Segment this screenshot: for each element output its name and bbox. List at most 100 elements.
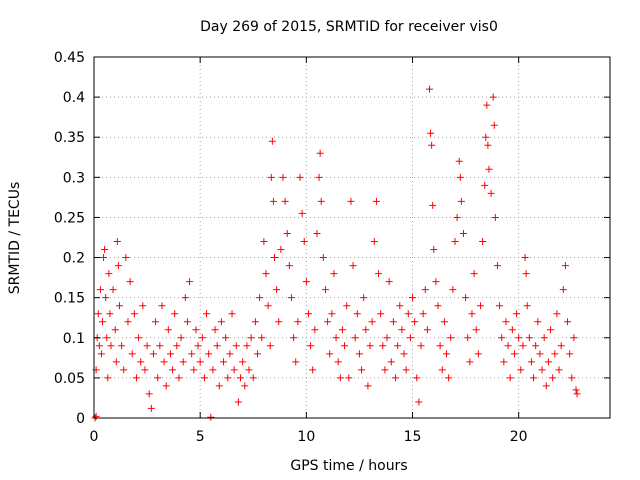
y-tick-label: 0.45	[54, 50, 85, 66]
data-point	[128, 350, 136, 358]
data-point	[224, 374, 232, 382]
data-point	[402, 366, 410, 374]
data-points	[91, 85, 581, 422]
data-point	[137, 358, 145, 366]
data-point	[366, 342, 374, 350]
data-point	[268, 137, 276, 145]
data-point	[489, 93, 497, 101]
data-point	[247, 334, 255, 342]
data-point	[275, 318, 283, 326]
data-point	[290, 334, 298, 342]
x-tick-label: 15	[404, 429, 422, 445]
data-point	[141, 366, 149, 374]
data-point	[186, 278, 194, 286]
data-point	[332, 334, 340, 342]
data-point	[442, 350, 450, 358]
axis-ticks: 0 0.05 0.1 0.15 0.2 0.25 0.3 0.35 0.4 0.45 0 5 10 15 2…	[54, 50, 610, 445]
data-point	[256, 294, 264, 302]
data-point	[96, 286, 104, 294]
data-point	[109, 286, 117, 294]
data-point	[379, 342, 387, 350]
data-point	[462, 294, 470, 302]
data-point	[389, 318, 397, 326]
data-point	[553, 310, 561, 318]
data-point	[239, 358, 247, 366]
data-point	[451, 238, 459, 246]
data-point	[260, 238, 268, 246]
data-point	[156, 342, 164, 350]
data-point	[205, 350, 213, 358]
data-point	[521, 254, 529, 262]
plot-area-frame	[93, 56, 611, 419]
data-point	[100, 254, 108, 262]
data-point	[209, 366, 217, 374]
data-point	[436, 342, 444, 350]
data-point	[432, 278, 440, 286]
data-point	[277, 246, 285, 254]
data-point	[122, 254, 130, 262]
data-point	[532, 342, 540, 350]
data-point	[198, 334, 206, 342]
data-point	[315, 173, 323, 181]
data-point	[270, 254, 278, 262]
data-point	[538, 366, 546, 374]
data-point	[95, 342, 103, 350]
data-point	[549, 374, 557, 382]
data-point	[179, 358, 187, 366]
data-point	[183, 318, 191, 326]
data-point	[264, 302, 272, 310]
data-point	[192, 326, 200, 334]
data-point	[457, 197, 465, 205]
y-tick-label: 0.25	[54, 210, 85, 226]
data-point	[232, 342, 240, 350]
data-point	[114, 262, 122, 270]
data-point	[394, 342, 402, 350]
data-point	[222, 334, 230, 342]
data-point	[429, 201, 437, 209]
data-point	[203, 310, 211, 318]
data-point	[447, 334, 455, 342]
data-point	[355, 350, 363, 358]
data-point	[561, 262, 569, 270]
data-point	[360, 294, 368, 302]
data-point	[226, 350, 234, 358]
data-point	[217, 318, 225, 326]
data-point	[385, 278, 393, 286]
data-point	[330, 270, 338, 278]
data-point	[381, 366, 389, 374]
y-tick-label: 0	[76, 411, 85, 427]
data-point	[484, 141, 492, 149]
data-point	[482, 133, 490, 141]
data-point	[347, 197, 355, 205]
data-point	[145, 390, 153, 398]
data-point	[304, 310, 312, 318]
data-point	[508, 326, 516, 334]
data-point	[542, 382, 550, 390]
data-point	[196, 358, 204, 366]
data-point	[430, 246, 438, 254]
data-point	[298, 209, 306, 217]
data-point	[300, 238, 308, 246]
data-point	[525, 334, 533, 342]
data-point	[326, 350, 334, 358]
data-point	[544, 358, 552, 366]
data-point	[459, 229, 467, 237]
data-point	[194, 342, 202, 350]
data-point	[536, 350, 544, 358]
data-point	[557, 342, 565, 350]
data-point	[493, 262, 501, 270]
data-point	[281, 197, 289, 205]
data-point	[449, 286, 457, 294]
y-tick-label: 0.4	[63, 90, 85, 106]
data-point	[171, 310, 179, 318]
data-point	[294, 318, 302, 326]
data-point	[530, 374, 538, 382]
data-point	[237, 374, 245, 382]
data-point	[564, 318, 572, 326]
data-point	[230, 366, 238, 374]
data-point	[527, 358, 535, 366]
data-point	[570, 334, 578, 342]
data-point	[502, 318, 510, 326]
data-point	[404, 310, 412, 318]
